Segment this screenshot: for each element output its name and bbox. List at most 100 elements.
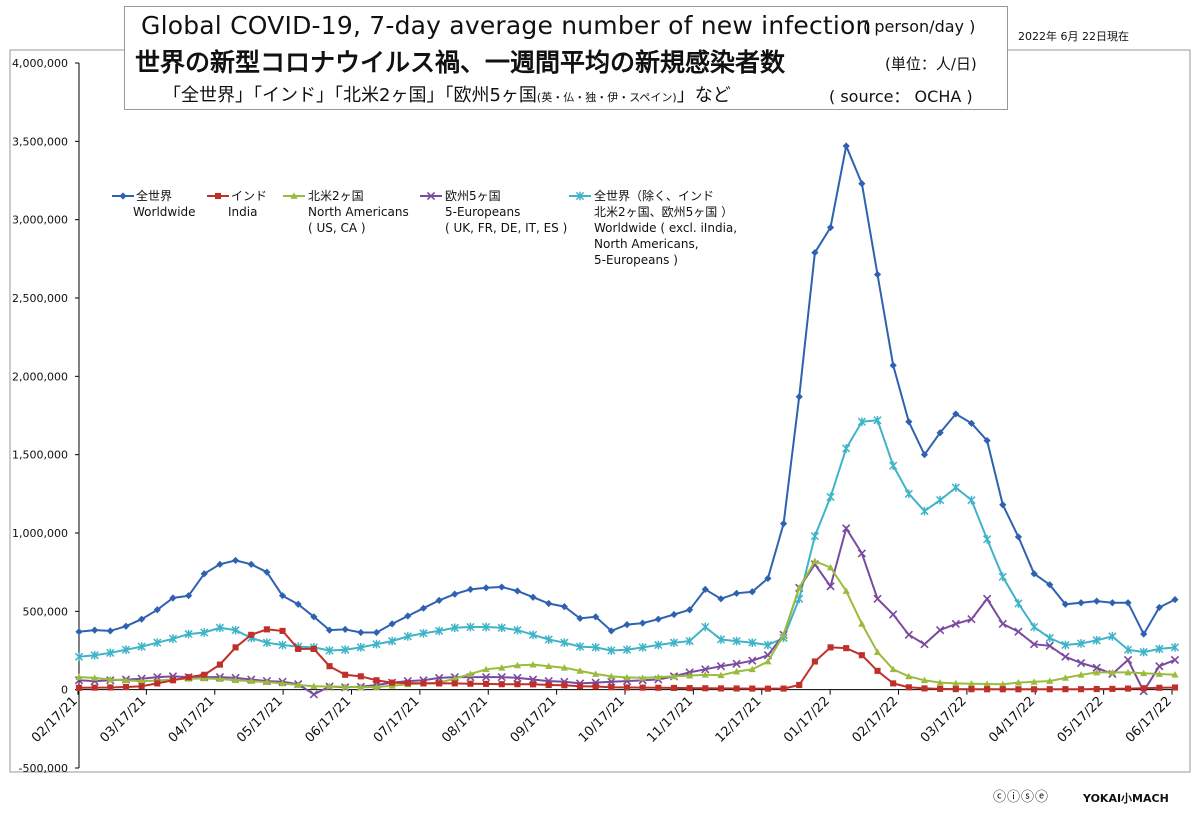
data-point bbox=[826, 492, 835, 502]
data-point bbox=[1029, 622, 1039, 632]
data-point bbox=[1076, 639, 1086, 648]
data-point bbox=[121, 645, 131, 655]
data-point bbox=[890, 680, 897, 687]
license-badge: ⓒⓘⓢⓔ bbox=[993, 790, 1050, 805]
data-point bbox=[842, 142, 850, 150]
x-tick-label: 04/17/22 bbox=[986, 694, 1038, 746]
data-point bbox=[873, 270, 882, 279]
data-point bbox=[419, 628, 428, 638]
subtitle-small: (英・仏・独・伊・スペイン) bbox=[536, 91, 677, 104]
data-point bbox=[498, 681, 505, 688]
data-point bbox=[843, 645, 850, 652]
data-point bbox=[670, 610, 678, 619]
data-point bbox=[342, 671, 349, 678]
data-point bbox=[403, 632, 412, 641]
data-point bbox=[654, 673, 662, 681]
data-point bbox=[466, 585, 475, 593]
data-point bbox=[357, 673, 364, 680]
x-tick-label: 03/17/22 bbox=[918, 694, 970, 746]
data-point bbox=[623, 621, 631, 629]
data-point bbox=[1061, 652, 1070, 661]
data-point bbox=[623, 673, 631, 681]
data-point bbox=[639, 684, 646, 691]
data-point bbox=[247, 677, 255, 684]
data-point bbox=[764, 685, 771, 692]
data-point bbox=[372, 683, 381, 690]
data-point bbox=[75, 673, 83, 681]
data-point bbox=[1170, 643, 1180, 652]
data-point bbox=[138, 683, 145, 690]
data-point bbox=[1109, 685, 1116, 692]
data-point bbox=[184, 629, 193, 639]
legend-item: 北米2ヶ国 North Americans ( US, CA ) bbox=[283, 189, 409, 235]
data-point bbox=[1092, 663, 1101, 672]
data-point bbox=[952, 679, 960, 687]
data-point bbox=[827, 644, 834, 651]
data-point bbox=[185, 592, 193, 600]
data-point bbox=[1029, 640, 1039, 649]
data-point bbox=[826, 582, 835, 591]
data-point bbox=[1030, 678, 1038, 685]
data-point bbox=[716, 662, 726, 671]
data-point bbox=[1014, 679, 1023, 686]
legend-label: 5-Europeans ) bbox=[594, 253, 678, 267]
data-point bbox=[309, 690, 319, 699]
data-point bbox=[670, 672, 678, 680]
data-point bbox=[842, 444, 851, 453]
data-point bbox=[278, 640, 287, 650]
legend-label: Worldwide ( excl. iIndia, bbox=[594, 221, 737, 235]
data-point bbox=[372, 628, 381, 637]
data-point bbox=[873, 594, 882, 603]
data-point bbox=[435, 596, 443, 604]
data-point bbox=[576, 683, 584, 690]
data-point bbox=[169, 677, 177, 684]
data-point bbox=[810, 531, 820, 541]
data-point bbox=[592, 670, 600, 677]
chart-title-english-unit: ( person/day ) bbox=[863, 17, 976, 36]
data-point bbox=[310, 645, 317, 652]
data-point bbox=[576, 667, 584, 674]
data-point bbox=[889, 461, 898, 470]
legend-swatch-marker bbox=[426, 191, 436, 201]
data-point bbox=[936, 679, 944, 686]
data-point bbox=[513, 673, 522, 683]
x-tick-label: 06/17/22 bbox=[1123, 694, 1175, 746]
data-point bbox=[702, 685, 709, 692]
data-point bbox=[904, 489, 913, 499]
data-point bbox=[795, 393, 803, 401]
y-tick-label: 2,000,000 bbox=[12, 370, 68, 383]
data-point bbox=[874, 667, 881, 674]
data-point bbox=[201, 671, 208, 678]
data-point bbox=[1046, 581, 1054, 589]
data-point bbox=[1171, 595, 1179, 604]
data-point bbox=[779, 520, 788, 528]
y-tick-label: 500,000 bbox=[23, 605, 69, 618]
legend-label: North Americans, bbox=[594, 237, 699, 251]
data-point bbox=[982, 594, 992, 603]
data-point bbox=[811, 658, 818, 665]
data-point bbox=[529, 593, 537, 601]
data-point bbox=[200, 674, 208, 682]
data-point bbox=[263, 678, 271, 686]
data-point bbox=[1061, 600, 1069, 608]
data-point bbox=[717, 671, 725, 679]
x-tick-label: 02/17/21 bbox=[29, 694, 81, 746]
data-point bbox=[717, 595, 725, 603]
data-point bbox=[357, 683, 365, 691]
data-point bbox=[592, 683, 599, 690]
data-point bbox=[278, 592, 287, 600]
data-point bbox=[858, 180, 866, 188]
data-point bbox=[1030, 570, 1038, 578]
x-axis: 02/17/21 03/17/21 04/17/21 05/17/21 06/17/21… bbox=[29, 689, 1175, 746]
data-point bbox=[982, 534, 992, 544]
as-of-date: 2022年 6月 22日現在 bbox=[1018, 30, 1129, 43]
data-point bbox=[826, 223, 835, 232]
data-point bbox=[701, 665, 710, 674]
data-point bbox=[1045, 641, 1054, 650]
data-point bbox=[310, 682, 318, 690]
data-point bbox=[842, 587, 850, 594]
data-point bbox=[215, 623, 225, 633]
data-point bbox=[1015, 686, 1022, 693]
data-point bbox=[639, 619, 647, 627]
legend: 全世界 Worldwide インド India 北米2ヶ国 North Americans… bbox=[112, 188, 737, 267]
